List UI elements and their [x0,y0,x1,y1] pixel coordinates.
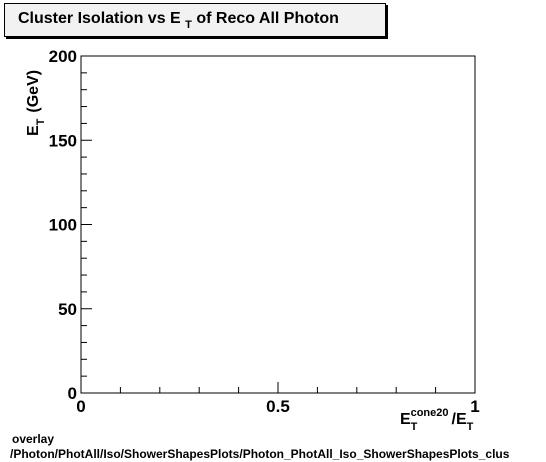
chart-title-subscript: T [185,18,192,31]
y-tick-label: 50 [58,300,77,319]
y-axis-tick-labels: 0 50 100 150 200 [49,47,77,403]
y-tick-label: 0 [68,384,77,403]
y-tick-label: 100 [49,216,77,235]
y-axis-ticks [81,55,92,394]
x-axis-ticks [80,382,476,393]
x-tick-label: 0 [76,397,85,416]
plot-frame [80,55,476,394]
x-tick-label: 1 [470,397,479,416]
footer-line-path: /Photon/PhotAll/Iso/ShowerShapesPlots/Ph… [10,447,510,461]
y-tick-label: 150 [49,131,77,150]
y-tick-label: 200 [49,47,77,66]
x-tick-label: 0.5 [266,397,290,416]
chart-title-box: Cluster Isolation vs E T of Reco All Pho… [4,3,386,37]
x-axis-tick-labels: 0 0.5 1 [76,397,479,416]
x-axis-title: ETcone20/ET [400,407,474,433]
chart-title: Cluster Isolation vs E T of Reco All Pho… [5,10,339,31]
y-axis-title: ET(GeV) [25,70,47,136]
footer-line-overlay: overlay [12,432,55,446]
chart-title-suffix: of Reco All Photon [196,9,339,27]
chart-title-prefix: Cluster Isolation vs E [18,9,181,27]
